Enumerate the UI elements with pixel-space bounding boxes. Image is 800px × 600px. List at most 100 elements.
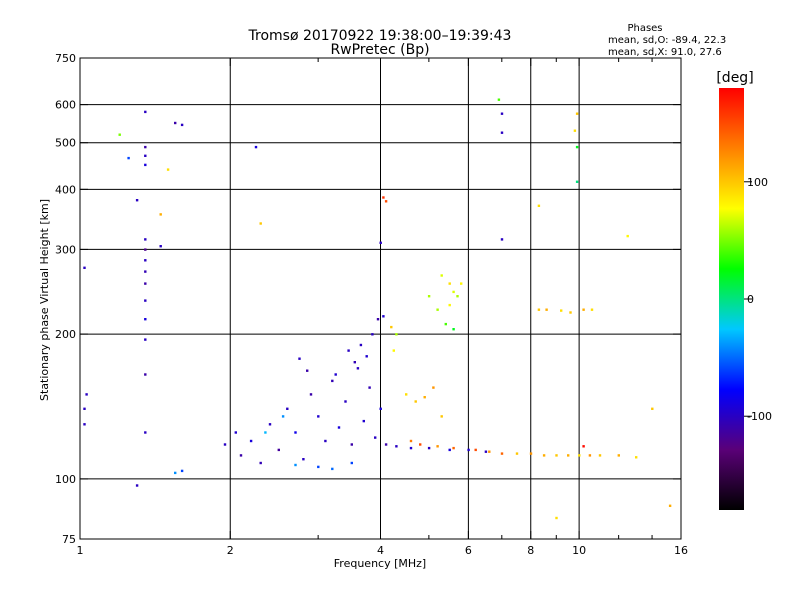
echo-point	[537, 204, 541, 207]
echo-point	[347, 349, 350, 352]
echo-point	[144, 299, 147, 302]
echo-point	[334, 373, 337, 376]
echo-point	[83, 407, 86, 410]
colorbar-tick-label: -100	[747, 410, 772, 423]
echo-point	[590, 308, 594, 311]
echo-point	[529, 452, 533, 455]
echo-point	[467, 448, 470, 452]
echo-point	[635, 456, 638, 459]
echo-point	[452, 290, 455, 294]
echo-point	[582, 445, 585, 448]
echo-point	[460, 282, 463, 285]
echo-point	[440, 274, 443, 277]
echo-point	[144, 145, 147, 149]
echo-point	[344, 400, 347, 403]
echo-point	[317, 465, 320, 469]
y-tick-label: 200	[55, 328, 76, 341]
echo-point	[350, 443, 353, 446]
echo-point	[174, 471, 177, 475]
echo-point	[144, 259, 147, 262]
echo-point	[395, 445, 398, 448]
echo-point	[545, 308, 548, 311]
y-tick-label: 400	[55, 183, 76, 196]
echo-point	[500, 452, 504, 455]
colorbar-tick-label: 100	[747, 176, 768, 189]
echo-point	[144, 110, 147, 114]
echo-point	[359, 343, 363, 347]
echo-point	[144, 318, 147, 321]
x-tick-label: 8	[527, 544, 534, 557]
echo-point	[174, 121, 177, 125]
echo-point	[180, 123, 184, 127]
echo-point	[448, 303, 451, 307]
colorbar	[719, 88, 744, 510]
echo-point	[651, 407, 654, 410]
echo-point	[382, 315, 385, 318]
echo-point	[598, 454, 602, 457]
echo-point	[144, 431, 147, 434]
x-tick-label: 1	[77, 544, 84, 557]
colorbar-unit-label: [deg]	[716, 70, 753, 86]
echo-point	[362, 419, 365, 423]
echo-point	[281, 415, 285, 418]
echo-point	[118, 133, 121, 136]
echo-point	[500, 112, 504, 115]
echo-point	[254, 145, 258, 149]
echo-point	[159, 245, 162, 248]
x-tick-label: 2	[227, 544, 234, 557]
echo-point	[456, 295, 459, 298]
echo-point	[390, 325, 393, 329]
echo-point	[249, 439, 253, 443]
echo-point	[500, 131, 504, 134]
echo-point	[423, 396, 426, 399]
echo-point	[560, 309, 563, 312]
y-tick-label: 100	[55, 473, 76, 486]
echo-point	[259, 222, 262, 225]
echo-point	[555, 516, 558, 520]
echo-point	[298, 357, 301, 360]
echo-point	[286, 407, 289, 410]
echo-point	[484, 450, 488, 453]
echo-point	[617, 454, 620, 457]
echo-point	[309, 393, 313, 396]
echo-point	[515, 452, 519, 455]
echo-point	[264, 431, 267, 434]
echo-point	[384, 200, 388, 203]
echo-point	[474, 448, 477, 452]
colorbar-ticks: 100 0 -100	[744, 176, 772, 423]
echo-point	[409, 439, 413, 443]
echo-point	[448, 282, 451, 285]
echo-point	[419, 443, 422, 446]
echo-point	[365, 355, 368, 358]
echo-point	[223, 443, 227, 446]
echo-point	[135, 199, 139, 202]
echo-point	[350, 461, 353, 465]
echo-point	[427, 446, 431, 450]
echo-point	[85, 393, 88, 396]
echo-point	[537, 308, 541, 311]
echo-point	[414, 400, 417, 403]
echo-point	[444, 322, 447, 326]
echo-point	[376, 318, 380, 321]
echo-point	[575, 112, 579, 115]
chart-subtitle: RwPretec (Bp)	[330, 42, 429, 58]
echo-point	[448, 448, 451, 452]
x-tick-label: 6	[465, 544, 472, 557]
echo-point	[317, 415, 320, 418]
x-tick-label: 16	[674, 544, 688, 557]
echo-point	[392, 349, 395, 352]
echo-point	[452, 328, 455, 331]
echo-point	[144, 163, 147, 167]
echo-point	[144, 248, 147, 251]
echo-point	[144, 282, 147, 285]
echo-point	[277, 448, 280, 452]
echo-point	[395, 333, 398, 336]
stats-o-mode: mean, sd,O: -89.4, 22.3	[608, 35, 726, 46]
echo-point	[135, 484, 139, 487]
y-tick-label: 300	[55, 243, 76, 256]
echo-point	[436, 445, 439, 448]
echo-point	[356, 367, 360, 370]
colorbar-tick-label: 0	[747, 293, 754, 306]
echo-point	[144, 373, 147, 376]
